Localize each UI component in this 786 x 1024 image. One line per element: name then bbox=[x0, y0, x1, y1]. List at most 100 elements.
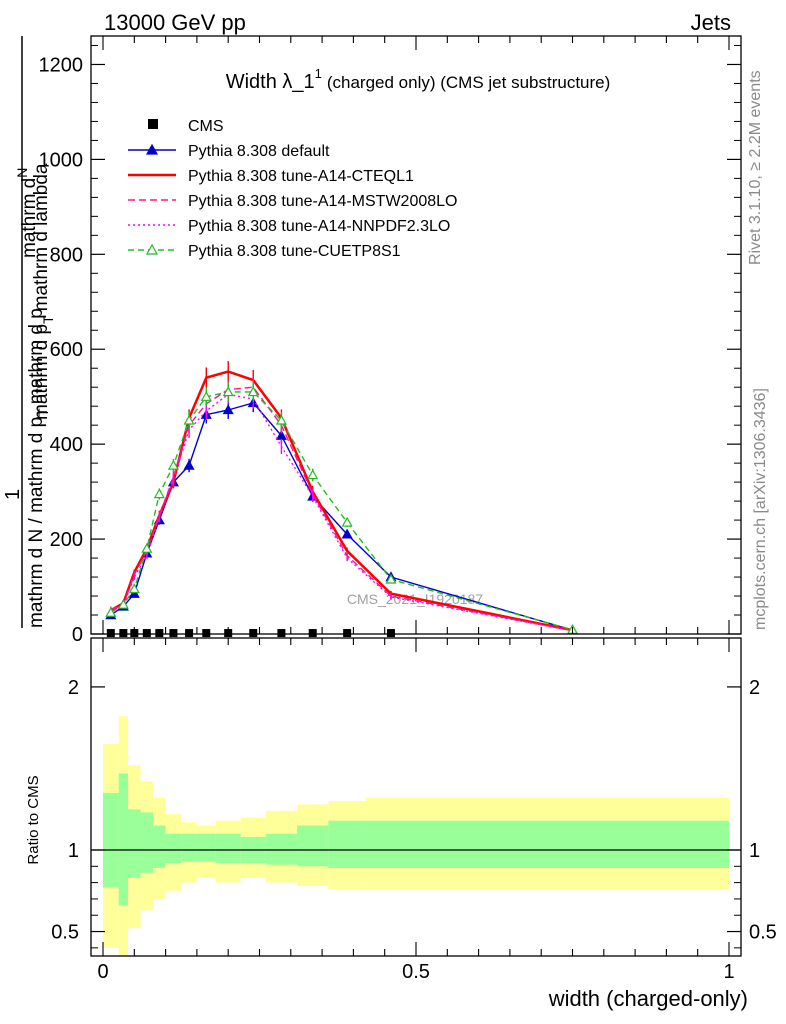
legend-entry: Pythia 8.308 default bbox=[128, 143, 330, 160]
series-2 bbox=[110, 361, 574, 634]
green-band-bin bbox=[103, 792, 119, 888]
green-band-bin bbox=[328, 820, 366, 868]
y-tick-label: 400 bbox=[50, 434, 83, 456]
cms-data-point bbox=[308, 629, 317, 638]
lower-frame-rect bbox=[90, 637, 742, 957]
ratio-y-tick-label-right: 1 bbox=[749, 840, 760, 862]
series-marker bbox=[275, 414, 287, 425]
legend-label: Pythia 8.308 tune-CUETP8S1 bbox=[188, 243, 401, 260]
y-tick-label: 600 bbox=[50, 339, 83, 361]
ratio-y-tick-label: 2 bbox=[68, 677, 79, 699]
upper-y-axis-label: mathrm dN mathrm d pTmathrm d lambda 1 m… bbox=[2, 36, 56, 628]
legend-entry: Pythia 8.308 tune-A14-CTEQL1 bbox=[128, 168, 414, 185]
ratio-y-tick-label: 0.5 bbox=[51, 922, 79, 944]
legend-label: Pythia 8.308 default bbox=[188, 143, 330, 160]
mcplots-label: mcplots.cern.ch [arXiv:1306.3436] bbox=[752, 388, 769, 630]
cms-data-point bbox=[343, 629, 352, 638]
legend-label: Pythia 8.308 tune-A14-CTEQL1 bbox=[188, 168, 414, 185]
green-band-bin bbox=[215, 833, 241, 864]
jets-label: Jets bbox=[691, 10, 731, 35]
title-main: Width λ_1 bbox=[226, 71, 315, 93]
green-band-bin bbox=[181, 833, 197, 862]
cms-data-point bbox=[155, 629, 164, 638]
legend-marker bbox=[148, 119, 158, 129]
cms-data-point bbox=[249, 629, 258, 638]
cms-data-point bbox=[277, 629, 286, 638]
series-marker bbox=[128, 583, 140, 594]
series-marker bbox=[153, 488, 165, 499]
green-band-bin bbox=[128, 809, 141, 878]
x-tick-label: 0.5 bbox=[402, 961, 430, 983]
series-marker bbox=[183, 414, 195, 425]
green-band-bin bbox=[118, 773, 129, 906]
legend-entry: Pythia 8.308 tune-CUETP8S1 bbox=[128, 243, 401, 260]
series-line bbox=[110, 391, 573, 631]
series-line bbox=[110, 370, 573, 632]
series-0 bbox=[106, 629, 395, 638]
series-marker bbox=[222, 404, 234, 415]
cms-data-point bbox=[142, 629, 151, 638]
legend: CMS Pythia 8.308 default Pythia 8.308 tune… bbox=[128, 118, 457, 260]
series-marker bbox=[200, 390, 212, 401]
ratio-y-tick-label-right: 2 bbox=[749, 677, 760, 699]
green-band-bin bbox=[365, 820, 729, 868]
green-band-bin bbox=[196, 833, 216, 862]
ylabel-upper-line2: mathrm d pTmathrm d lambda bbox=[31, 163, 56, 420]
green-band-bin bbox=[265, 833, 298, 865]
green-band-bin bbox=[140, 812, 154, 873]
ratio-y-axis-label: Ratio to CMS bbox=[25, 775, 42, 864]
series-marker bbox=[167, 459, 179, 470]
ylabel-one: 1 bbox=[2, 489, 24, 500]
legend-entry: Pythia 8.308 tune-A14-NNPDF2.3LO bbox=[128, 218, 450, 235]
legend-label: Pythia 8.308 tune-A14-MSTW2008LO bbox=[188, 193, 457, 210]
y-tick-label: 200 bbox=[50, 529, 83, 551]
series-4 bbox=[110, 384, 574, 634]
cms-data-point bbox=[106, 629, 115, 638]
rivet-label: Rivet 3.1.10, ≥ 2.2M events bbox=[747, 70, 764, 265]
title-superscript: 1 bbox=[315, 66, 322, 81]
cms-data-point bbox=[169, 629, 178, 638]
legend-label: CMS bbox=[188, 118, 224, 135]
series-marker bbox=[117, 598, 129, 609]
green-band-bin bbox=[165, 833, 182, 864]
series-marker bbox=[247, 386, 259, 397]
lower-panel-frame: 0.5 0.5 1 1 2 2 0 0.5 1 bbox=[51, 637, 777, 983]
upper-series-group bbox=[105, 361, 579, 638]
x-tick-label: 1 bbox=[723, 961, 734, 983]
green-band-bin bbox=[153, 825, 166, 868]
ylabel-lower-line: mathrm d N / mathrm d pTmathrm d p bbox=[26, 308, 51, 628]
series-marker bbox=[307, 469, 319, 480]
legend-entry: CMS bbox=[148, 118, 224, 135]
x-tick-label: 0 bbox=[97, 961, 108, 983]
energy-label: 13000 GeV pp bbox=[104, 10, 246, 35]
legend-marker bbox=[145, 143, 159, 155]
cms-data-point bbox=[386, 629, 395, 638]
y-tick-label: 0 bbox=[72, 624, 83, 646]
series-line bbox=[110, 386, 573, 632]
legend-label: Pythia 8.308 tune-A14-NNPDF2.3LO bbox=[188, 218, 450, 235]
series-5 bbox=[105, 382, 579, 634]
series-line bbox=[110, 393, 573, 632]
y-tick-label: 1000 bbox=[39, 149, 84, 171]
series-marker bbox=[385, 573, 397, 584]
series-marker bbox=[105, 606, 117, 617]
cms-data-point bbox=[119, 629, 128, 638]
legend-marker bbox=[145, 243, 159, 255]
plot-title: Width λ_11 (charged only) (CMS jet substr… bbox=[226, 66, 611, 93]
title-rest: (charged only) (CMS jet substructure) bbox=[327, 73, 610, 92]
upper-panel-frame: 0 200 400 600 800 1000 1200 bbox=[39, 35, 742, 646]
legend-entry: Pythia 8.308 tune-A14-MSTW2008LO bbox=[128, 193, 457, 210]
green-band-bin bbox=[297, 825, 329, 867]
series-marker bbox=[141, 542, 153, 553]
ratio-y-tick-label: 1 bbox=[68, 840, 79, 862]
cms-data-point bbox=[202, 629, 211, 638]
ratio-y-tick-label-right: 0.5 bbox=[749, 922, 777, 944]
y-tick-label: 1200 bbox=[39, 54, 84, 76]
series-1 bbox=[105, 393, 579, 635]
series-marker bbox=[222, 386, 234, 397]
series-marker bbox=[341, 516, 353, 527]
ratio-bands bbox=[91, 716, 741, 956]
series-marker bbox=[128, 587, 140, 598]
series-3 bbox=[110, 377, 574, 634]
